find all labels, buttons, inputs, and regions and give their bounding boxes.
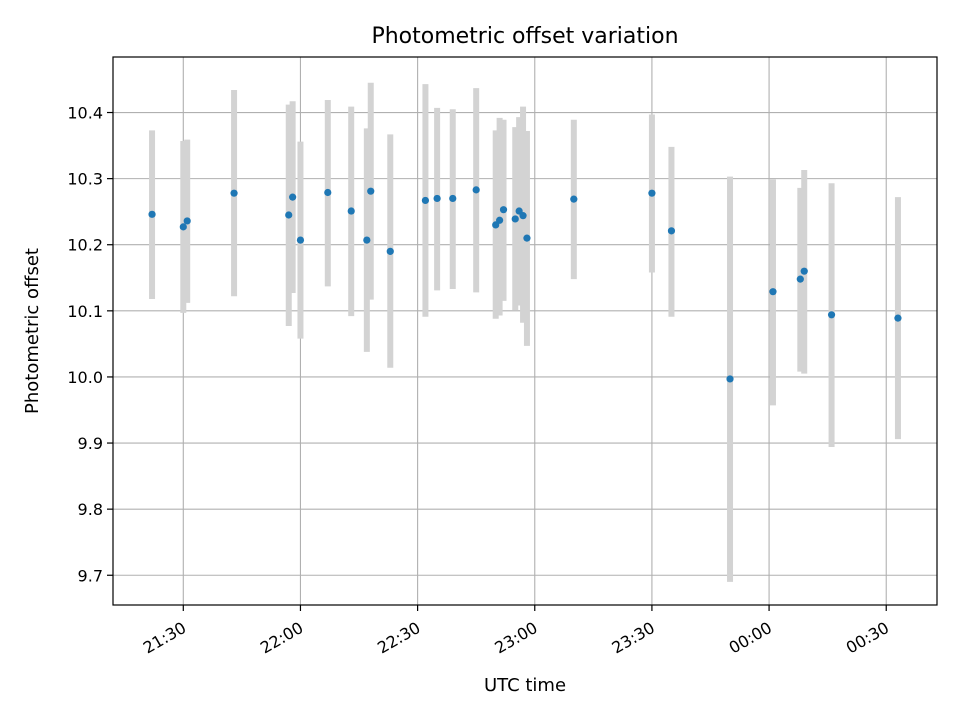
y-tick-label: 10.3 xyxy=(67,170,103,189)
plot-frame xyxy=(112,56,938,606)
data-point xyxy=(667,227,676,235)
data-point xyxy=(363,236,371,244)
y-tick-label: 10.1 xyxy=(67,302,103,321)
data-point xyxy=(296,236,305,244)
data-point xyxy=(285,211,293,219)
data-point xyxy=(499,206,508,214)
y-tick-label: 10.4 xyxy=(67,104,103,123)
x-axis-label: UTC time xyxy=(484,675,566,696)
x-tick-label: 00:00 xyxy=(726,618,775,658)
data-point xyxy=(511,215,519,223)
data-point xyxy=(726,375,734,383)
x-tick-label: 23:00 xyxy=(491,618,540,658)
data-point xyxy=(769,288,777,296)
data-point xyxy=(472,186,480,194)
y-tick-label: 10.2 xyxy=(67,236,103,255)
chart-title: Photometric offset variation xyxy=(371,24,678,49)
y-tick-label: 9.8 xyxy=(78,500,103,519)
data-point xyxy=(449,194,457,203)
data-point xyxy=(421,196,430,205)
y-axis-label: Photometric offset xyxy=(22,248,43,414)
data-point xyxy=(386,247,394,255)
data-point xyxy=(523,234,531,242)
error-bars xyxy=(149,82,901,582)
data-point xyxy=(367,187,375,195)
data-point xyxy=(496,216,504,224)
data-point xyxy=(230,189,238,197)
data-point xyxy=(324,188,332,197)
x-tick-label: 00:30 xyxy=(843,618,892,658)
axis-ticks xyxy=(107,111,887,611)
data-point xyxy=(347,207,355,215)
data-point xyxy=(433,194,441,203)
x-tick-label: 23:30 xyxy=(608,618,657,658)
data-point xyxy=(179,223,187,231)
data-point xyxy=(570,195,578,203)
data-point xyxy=(183,217,191,225)
y-tick-label: 10.0 xyxy=(67,368,103,387)
data-point xyxy=(894,314,902,322)
x-tick-label: 21:30 xyxy=(140,618,189,658)
x-tick-label: 22:30 xyxy=(374,618,423,658)
y-tick-label: 9.7 xyxy=(78,566,103,585)
data-point xyxy=(800,267,808,275)
data-point xyxy=(519,212,527,220)
data-points xyxy=(148,186,902,383)
data-point xyxy=(827,311,836,319)
y-tick-label: 9.9 xyxy=(78,434,103,453)
data-point xyxy=(796,275,804,283)
data-point xyxy=(148,210,156,218)
x-tick-label: 22:00 xyxy=(257,618,306,658)
data-point xyxy=(648,189,656,197)
data-point xyxy=(289,193,297,201)
